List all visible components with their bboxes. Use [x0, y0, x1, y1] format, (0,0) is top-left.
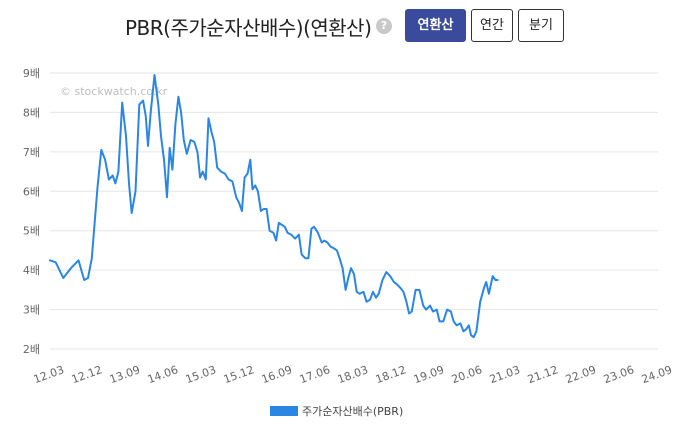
y-tick-label: 8배: [23, 106, 40, 119]
legend-label: 주가순자산배수(PBR): [302, 405, 404, 418]
chart-header: PBR(주가순자산배수)(연환산) ? 연환산 연간 분기: [0, 0, 679, 56]
y-tick-label: 7배: [23, 146, 40, 159]
x-tick-label: 18.03: [336, 363, 370, 386]
x-tick-label: 15.03: [184, 363, 218, 386]
x-tick-label: 19.09: [412, 363, 446, 386]
x-tick-label: 18.12: [374, 363, 408, 386]
y-tick-label: 4배: [23, 264, 40, 277]
legend-swatch: [270, 406, 298, 416]
y-tick-label: 9배: [23, 67, 40, 80]
y-tick-label: 3배: [23, 304, 40, 317]
x-tick-label: 12.12: [70, 363, 104, 386]
tab-annualized[interactable]: 연환산: [405, 9, 466, 42]
x-tick-label: 14.06: [146, 363, 180, 386]
x-tick-label: 21.12: [526, 363, 560, 386]
x-tick-label: 20.06: [450, 363, 484, 386]
chart-legend[interactable]: 주가순자산배수(PBR): [270, 403, 403, 419]
x-tick-label: 13.09: [108, 363, 142, 386]
tab-annual[interactable]: 연간: [471, 9, 513, 42]
x-tick-label: 24.09: [640, 363, 674, 386]
x-tick-label: 22.09: [564, 363, 598, 386]
x-tick-label: 23.06: [602, 363, 636, 386]
chart-title: PBR(주가순자산배수)(연환산): [125, 16, 372, 40]
y-tick-label: 5배: [23, 225, 40, 238]
x-tick-label: 15.12: [222, 363, 256, 386]
x-tick-label: 21.03: [488, 363, 522, 386]
y-tick-label: 6배: [23, 185, 40, 198]
watermark: © stockwatch.co.kr: [60, 85, 168, 98]
tab-quarterly[interactable]: 분기: [518, 9, 564, 42]
help-icon[interactable]: ?: [376, 18, 392, 34]
x-tick-label: 16.09: [260, 363, 294, 386]
x-tick-label: 12.03: [32, 363, 66, 386]
y-tick-label: 2배: [23, 343, 40, 356]
series-line-pbr: [49, 74, 499, 339]
x-tick-label: 17.06: [298, 363, 332, 386]
